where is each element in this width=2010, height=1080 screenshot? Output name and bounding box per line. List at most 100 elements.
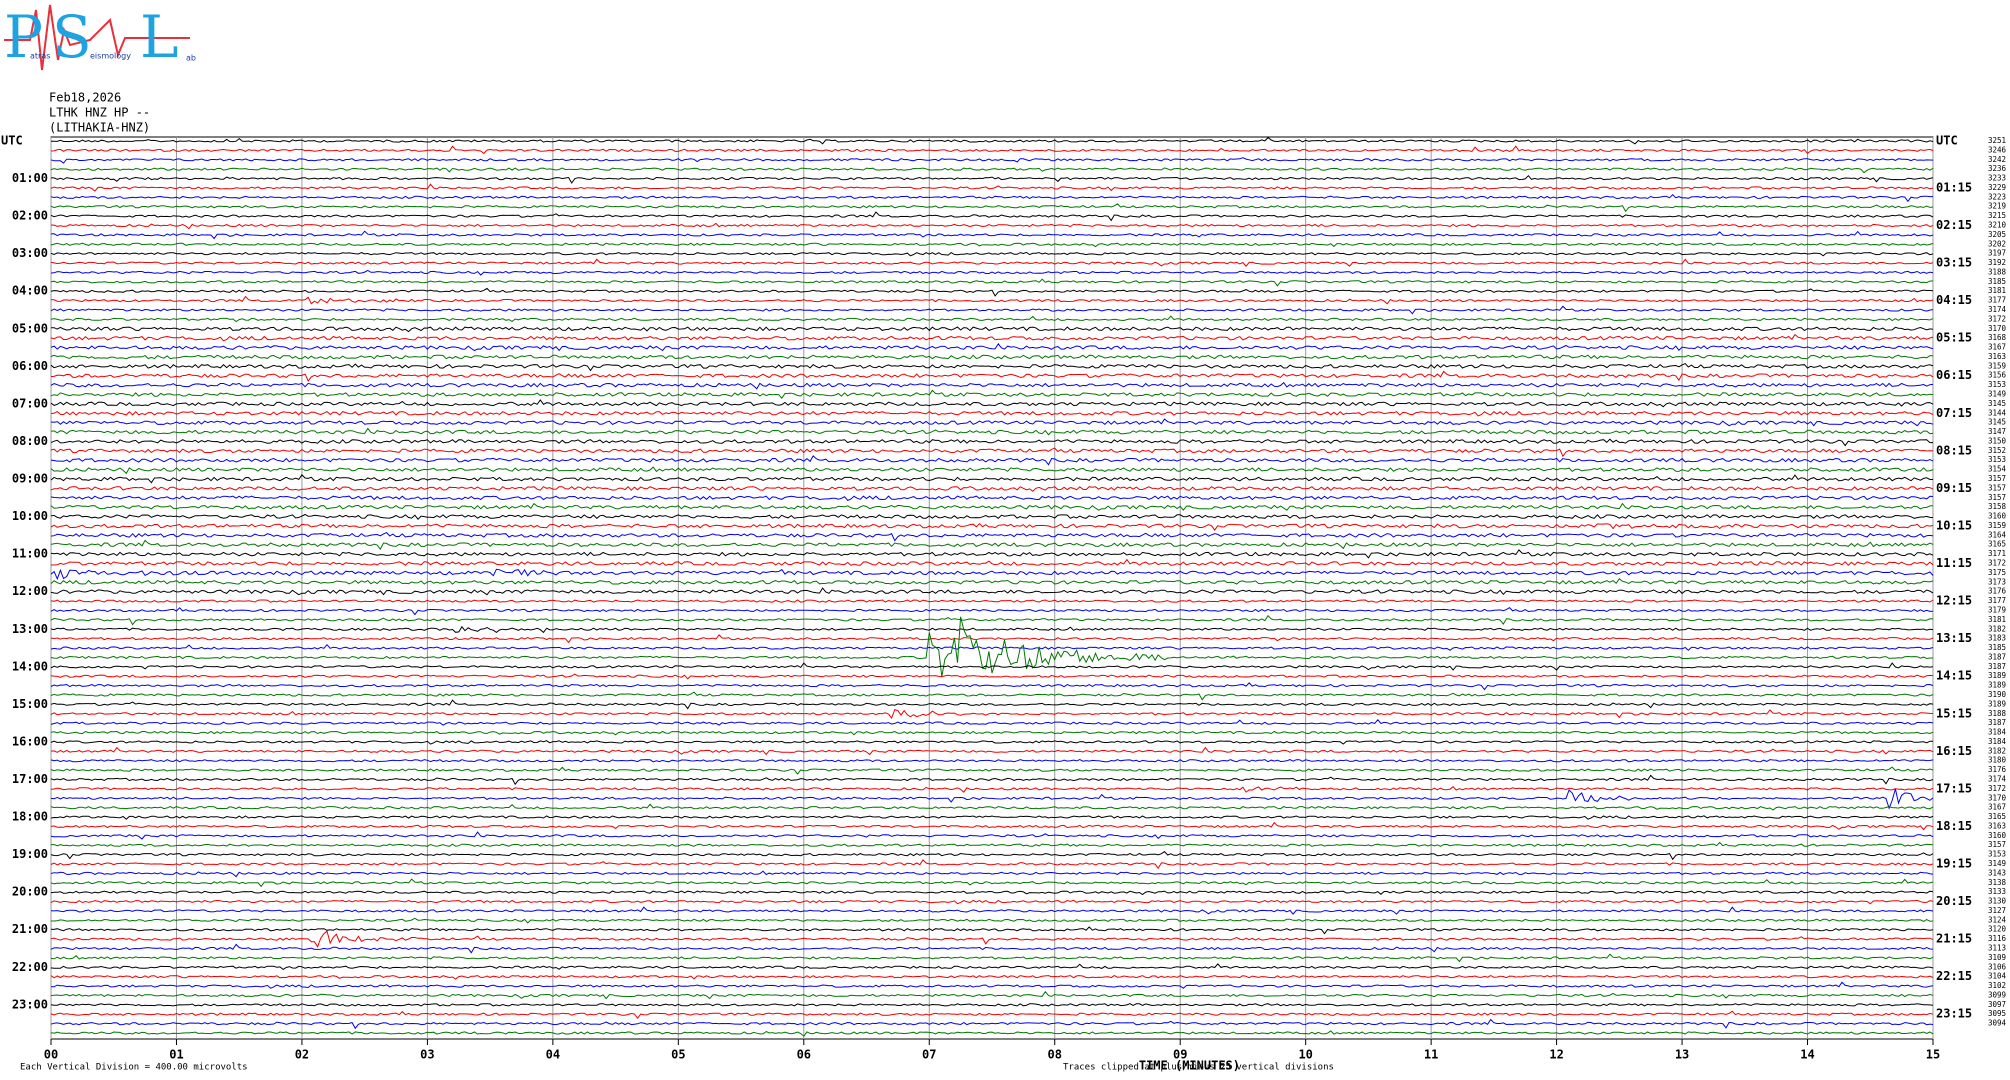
row-number: 3168 bbox=[1988, 333, 2007, 342]
trace bbox=[50, 699, 1934, 710]
trace bbox=[50, 447, 1934, 458]
row-number: 3176 bbox=[1988, 587, 2007, 596]
row-number: 3145 bbox=[1988, 418, 2006, 427]
trace bbox=[50, 410, 1934, 417]
left-time-label: 23:00 bbox=[12, 997, 48, 1011]
trace bbox=[50, 315, 1934, 323]
trace bbox=[50, 326, 1934, 333]
right-time-label: 11:15 bbox=[1936, 556, 1972, 570]
left-time-label: 17:00 bbox=[12, 772, 48, 786]
trace bbox=[51, 917, 1934, 924]
row-number: 3210 bbox=[1988, 221, 2007, 230]
trace bbox=[50, 502, 1934, 511]
logo-letter: L bbox=[140, 3, 179, 71]
left-time-label: 10:00 bbox=[12, 509, 48, 523]
row-number: 3157 bbox=[1988, 840, 2006, 849]
right-time-label: 16:15 bbox=[1936, 744, 1972, 758]
trace bbox=[50, 343, 1934, 352]
row-number: 3187 bbox=[1988, 652, 2006, 661]
trace bbox=[50, 305, 1934, 315]
row-number: 3143 bbox=[1988, 868, 2006, 877]
left-time-label: 03:00 bbox=[12, 246, 48, 260]
logo: P atras S eismology L ab bbox=[4, 3, 196, 71]
row-number: 3172 bbox=[1988, 559, 2006, 568]
left-time-label: 08:00 bbox=[12, 434, 48, 448]
row-number: 3149 bbox=[1988, 390, 2006, 399]
left-time-label: 04:00 bbox=[12, 284, 48, 298]
trace bbox=[50, 691, 1934, 701]
trace bbox=[50, 963, 1934, 971]
right-time-label: 14:15 bbox=[1936, 669, 1972, 683]
trace bbox=[50, 203, 1934, 213]
trace bbox=[50, 599, 1934, 603]
left-time-label: 11:00 bbox=[12, 547, 48, 561]
row-number: 3102 bbox=[1988, 981, 2006, 990]
left-time-label: 16:00 bbox=[12, 734, 48, 748]
row-number: 3251 bbox=[1988, 136, 2006, 145]
row-number: 3170 bbox=[1988, 324, 2007, 333]
row-number: 3172 bbox=[1988, 784, 2006, 793]
x-tick-label: 14 bbox=[1800, 1048, 1814, 1062]
logo-word: atras bbox=[30, 52, 50, 61]
row-number: 3144 bbox=[1988, 408, 2007, 417]
trace bbox=[50, 370, 1934, 382]
row-number: 3120 bbox=[1988, 925, 2007, 934]
right-time-label: 09:15 bbox=[1936, 481, 1972, 495]
row-number: 3233 bbox=[1988, 174, 2006, 183]
row-number: 3138 bbox=[1988, 878, 2007, 887]
row-number: 3236 bbox=[1988, 164, 2007, 173]
row-number: 3184 bbox=[1988, 728, 2007, 737]
right-time-label: 06:15 bbox=[1936, 368, 1972, 382]
trace bbox=[50, 523, 1934, 531]
right-time-label: 21:15 bbox=[1936, 932, 1972, 946]
trace bbox=[50, 634, 1934, 644]
row-number: 3176 bbox=[1988, 765, 2007, 774]
row-number: 3184 bbox=[1988, 737, 2007, 746]
x-tick-label: 02 bbox=[295, 1048, 309, 1062]
trace bbox=[50, 1030, 1934, 1037]
logo-wave bbox=[4, 4, 190, 71]
right-time-label: 04:15 bbox=[1936, 293, 1972, 307]
left-time-label: 20:00 bbox=[12, 885, 48, 899]
trace bbox=[50, 211, 1934, 222]
row-number: 3158 bbox=[1988, 502, 2007, 511]
x-axis-title: TIME (MINUTES) bbox=[1139, 1059, 1240, 1073]
row-number: 3192 bbox=[1988, 258, 2006, 267]
row-number: 3130 bbox=[1988, 897, 2007, 906]
trace bbox=[50, 662, 1934, 671]
date: Feb18,2026 bbox=[49, 91, 121, 105]
trace bbox=[50, 815, 1934, 820]
left-time-label: 21:00 bbox=[12, 922, 48, 936]
row-number: 3147 bbox=[1988, 427, 2006, 436]
right-time-label: 07:15 bbox=[1936, 406, 1972, 420]
trace bbox=[50, 719, 1934, 726]
trace bbox=[50, 157, 1934, 164]
logo-letter: S bbox=[52, 3, 92, 71]
row-number: 3215 bbox=[1988, 211, 2006, 220]
trace bbox=[50, 363, 1934, 372]
trace bbox=[50, 1010, 1934, 1020]
row-number: 3095 bbox=[1988, 1009, 2006, 1018]
right-time-label: 20:15 bbox=[1936, 894, 1972, 908]
row-number: 3133 bbox=[1988, 887, 2006, 896]
trace bbox=[50, 513, 1934, 520]
right-time-label: 08:15 bbox=[1936, 443, 1972, 457]
row-number: 3159 bbox=[1988, 361, 2006, 370]
row-number: 3153 bbox=[1988, 850, 2006, 859]
trace bbox=[51, 558, 1934, 567]
right-time-label: 03:15 bbox=[1936, 256, 1972, 270]
row-number: 3242 bbox=[1988, 155, 2006, 164]
trace bbox=[50, 990, 1934, 1000]
row-number: 3189 bbox=[1988, 671, 2006, 680]
row-number: 3223 bbox=[1988, 192, 2006, 201]
trace bbox=[50, 532, 1934, 542]
right-time-label: 13:15 bbox=[1936, 631, 1972, 645]
logo-letter: P bbox=[4, 3, 43, 71]
trace bbox=[50, 485, 1934, 492]
row-number: 3160 bbox=[1988, 831, 2007, 840]
row-number: 3173 bbox=[1988, 577, 2006, 586]
row-number: 3153 bbox=[1988, 455, 2006, 464]
row-number: 3174 bbox=[1988, 305, 2007, 314]
x-tick-label: 05 bbox=[671, 1048, 685, 1062]
trace bbox=[50, 251, 1934, 257]
